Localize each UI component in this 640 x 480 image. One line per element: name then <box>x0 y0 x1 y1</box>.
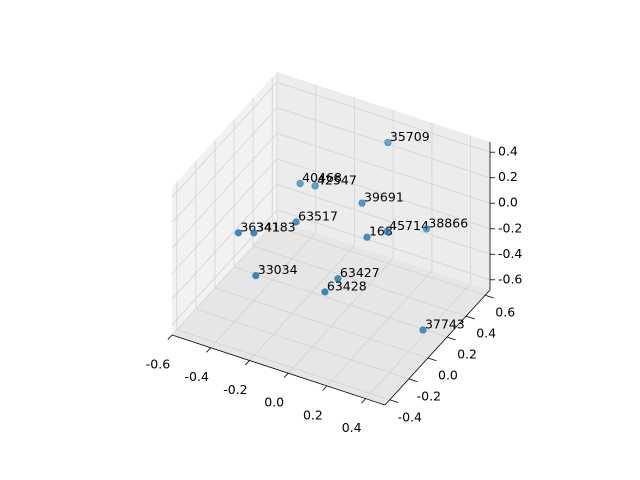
z-tick-label: 0.0 <box>498 195 518 210</box>
point <box>234 229 243 237</box>
point <box>311 182 319 190</box>
point <box>358 199 366 207</box>
grid-line <box>287 257 394 374</box>
tick-mark <box>244 360 250 366</box>
point <box>252 271 260 280</box>
x-tick-label: 0.2 <box>303 407 323 422</box>
x-tick-label: 0.0 <box>264 395 284 410</box>
point-label: 37743 <box>425 316 465 331</box>
tick-mark <box>466 315 475 320</box>
grid-line <box>272 224 486 296</box>
y-tick-label: 0.0 <box>438 367 458 382</box>
grid-line <box>171 209 278 326</box>
grid-line <box>276 107 491 179</box>
tick-mark <box>427 357 437 362</box>
point <box>422 225 431 233</box>
tick-mark <box>322 385 328 391</box>
point-label: 42547 <box>317 172 357 187</box>
grid-line <box>171 184 278 300</box>
tick-mark <box>446 336 456 341</box>
back-pane <box>277 72 490 290</box>
z-tick-label: -0.4 <box>498 246 522 261</box>
point-label: 39691 <box>364 190 404 205</box>
point <box>321 288 329 296</box>
grid-line <box>171 107 278 223</box>
grid-line <box>276 132 491 204</box>
grid-line <box>210 232 317 348</box>
y-tick-label: 0.4 <box>476 326 496 341</box>
y-tick-label: 0.2 <box>457 347 477 362</box>
grid-line <box>171 158 278 275</box>
y-tick-label: -0.4 <box>398 409 422 424</box>
z-tick-label: -0.6 <box>498 271 522 286</box>
point-label: 36341 <box>240 219 280 234</box>
grid-line <box>253 245 467 317</box>
point-label: 38866 <box>428 215 468 230</box>
grid-line <box>195 308 409 380</box>
x-tick-label: 0.4 <box>342 420 362 435</box>
point <box>250 229 258 237</box>
tick-mark <box>485 294 494 299</box>
point <box>296 179 304 188</box>
grid-line <box>276 209 491 281</box>
z-tick-label: 0.2 <box>498 169 518 184</box>
left-pane <box>172 72 277 335</box>
point-label: 33034 <box>258 262 298 277</box>
point <box>292 218 300 226</box>
point-label: 63427 <box>340 265 380 280</box>
tick-mark <box>389 399 399 403</box>
tick-mark <box>206 347 212 353</box>
grid-line <box>276 81 491 153</box>
grid-line <box>276 183 491 255</box>
grid-line <box>171 219 278 336</box>
point <box>384 138 392 147</box>
y-axis <box>384 289 491 406</box>
grid-line <box>326 270 433 387</box>
grid-line <box>233 266 448 338</box>
grid-line <box>249 245 355 361</box>
grid-line <box>171 132 278 249</box>
grid-line <box>214 287 429 359</box>
point <box>383 227 391 236</box>
x-tick-label: -0.4 <box>185 369 209 384</box>
tick-mark <box>167 334 173 340</box>
grid-line <box>276 158 491 230</box>
grid-line <box>176 329 390 401</box>
point-label: 34183 <box>256 219 296 234</box>
y-tick-label: 0.6 <box>495 305 515 320</box>
z-tick-label: 0.4 <box>498 144 518 159</box>
point <box>334 274 342 283</box>
point-label: 40468 <box>302 170 342 185</box>
tick-mark <box>283 372 289 379</box>
point-label: 35709 <box>390 129 430 144</box>
tick-mark <box>361 398 366 404</box>
point <box>419 326 427 334</box>
grid-line <box>365 283 471 399</box>
grid-line <box>171 81 278 198</box>
y-tick-label: -0.2 <box>417 388 441 403</box>
point-label: 63428 <box>327 278 367 293</box>
z-tick-label: -0.2 <box>498 220 522 235</box>
point-label: 63517 <box>298 208 338 223</box>
point <box>363 233 371 241</box>
point-label: 45714 <box>389 218 429 233</box>
x-tick-label: -0.6 <box>146 357 170 372</box>
x-tick-label: -0.2 <box>223 382 247 397</box>
x-axis <box>171 334 386 406</box>
tick-mark <box>408 378 418 383</box>
